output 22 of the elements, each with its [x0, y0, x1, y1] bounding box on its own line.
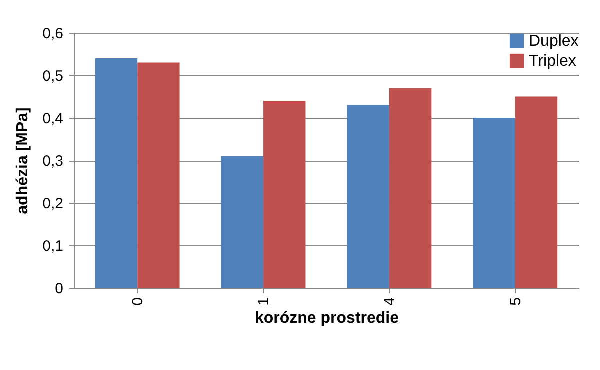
- x-axis-title: korózne prostredie: [254, 310, 400, 327]
- y-axis-title: adhézia [MPa]: [14, 108, 32, 214]
- y-tick-label: 0,2: [42, 196, 64, 212]
- y-tick-label: 0,5: [42, 68, 64, 85]
- bar: [389, 88, 432, 288]
- x-tick-label: 1: [256, 298, 273, 306]
- x-tick-label: 0: [130, 298, 147, 306]
- y-tick-label: 0,6: [42, 26, 64, 42]
- y-tick-label: 0,3: [42, 153, 64, 170]
- x-tick-label: 5: [507, 298, 524, 306]
- legend-label: Triplex: [529, 53, 576, 70]
- bar: [95, 58, 138, 288]
- y-tick-label: 0,1: [42, 238, 64, 255]
- bar: [221, 156, 264, 288]
- bar: [515, 96, 558, 288]
- bar: [138, 62, 180, 288]
- bar: [473, 118, 516, 288]
- x-tick-label: 4: [381, 298, 398, 306]
- y-tick-label: 0,4: [42, 110, 64, 128]
- bar: [264, 101, 306, 288]
- bar: [347, 105, 390, 288]
- legend-label: Duplex: [529, 33, 579, 50]
